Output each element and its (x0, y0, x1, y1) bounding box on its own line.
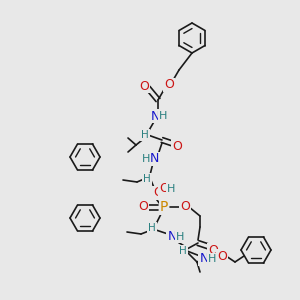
Text: O: O (164, 79, 174, 92)
Text: H: H (142, 154, 150, 164)
Text: H: H (179, 246, 187, 256)
Text: N: N (149, 152, 159, 166)
Text: O: O (139, 80, 149, 92)
Text: N: N (150, 110, 160, 122)
Text: H: H (159, 111, 167, 121)
Text: O: O (138, 200, 148, 214)
Text: O: O (217, 250, 227, 262)
Text: H: H (143, 174, 151, 184)
Text: H: H (167, 184, 175, 194)
Text: O: O (180, 200, 190, 214)
Text: O: O (153, 187, 163, 200)
Text: H: H (208, 254, 216, 264)
Text: H: H (176, 232, 184, 242)
Text: H: H (161, 188, 169, 198)
Text: H: H (148, 223, 156, 233)
Text: O: O (208, 244, 218, 256)
Text: N: N (167, 230, 177, 244)
Text: O: O (159, 182, 169, 196)
Text: O: O (172, 140, 182, 152)
Text: P: P (160, 200, 168, 214)
Text: H: H (141, 130, 149, 140)
Text: N: N (199, 253, 209, 266)
